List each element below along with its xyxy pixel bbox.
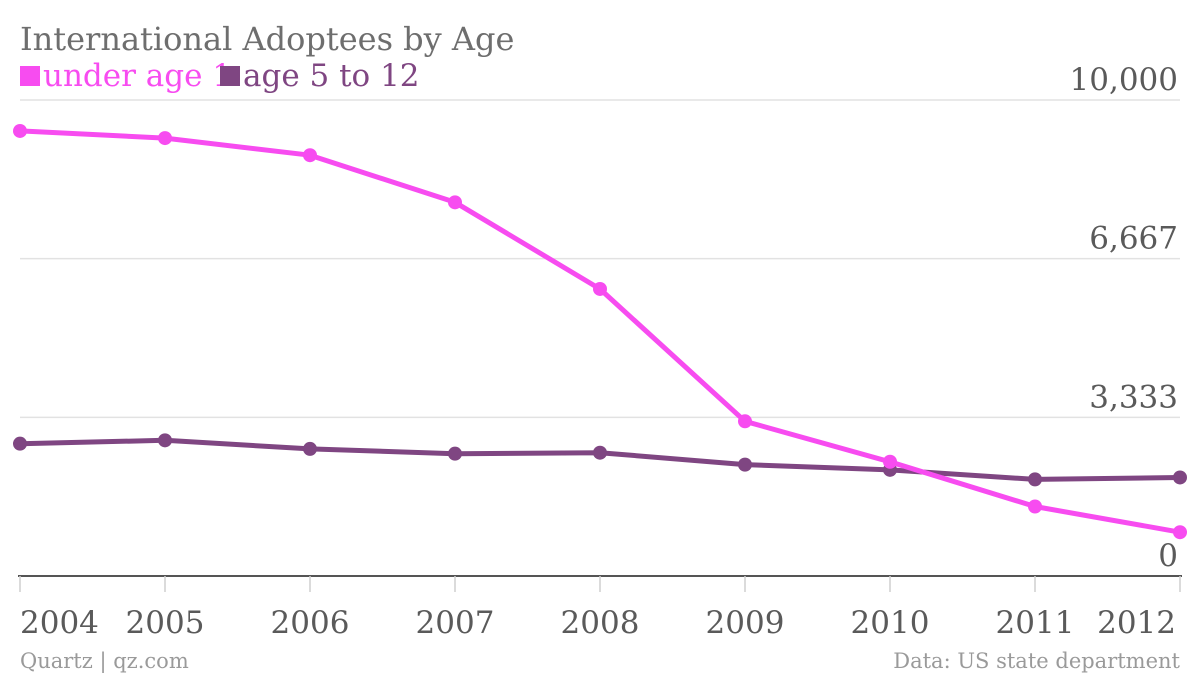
legend-swatch-age-5-to-12 — [220, 66, 240, 86]
x-axis: 2004 2005 2006 2007 2008 2009 2010 2011 2012 — [18, 575, 1182, 641]
data-point — [883, 454, 897, 469]
x-tick-label: 2006 — [271, 605, 350, 641]
x-tick-label: 2011 — [996, 605, 1075, 641]
legend-swatch-under-age-1 — [20, 66, 40, 86]
x-tick-label: 2007 — [416, 605, 495, 641]
data-point — [593, 281, 607, 296]
data-point — [303, 148, 317, 163]
gridlines — [20, 99, 1180, 419]
legend-label-age-5-to-12: age 5 to 12 — [243, 58, 420, 94]
data-point — [13, 123, 27, 138]
data-point — [303, 441, 317, 456]
series-group — [13, 123, 1187, 540]
data-source: Data: US state department — [893, 649, 1180, 673]
data-point — [158, 131, 172, 146]
x-tick-label: 2009 — [706, 605, 785, 641]
data-point — [1173, 525, 1187, 540]
y-tick-label: 0 — [1158, 538, 1178, 574]
data-point — [13, 436, 27, 451]
data-point — [1028, 472, 1042, 487]
x-tick-label: 2005 — [126, 605, 205, 641]
x-tick-label: 2008 — [561, 605, 640, 641]
data-point — [448, 446, 462, 461]
data-point — [738, 457, 752, 472]
data-point — [593, 445, 607, 460]
y-tick-label: 3,333 — [1089, 379, 1178, 415]
data-point — [448, 195, 462, 210]
data-point — [158, 433, 172, 448]
legend: under age 1 age 5 to 12 — [20, 58, 420, 94]
series-line — [17, 128, 1183, 535]
data-point — [1028, 499, 1042, 514]
x-tick-label: 2010 — [851, 605, 930, 641]
data-point — [738, 414, 752, 429]
data-point — [1173, 470, 1187, 485]
chart-title: International Adoptees by Age — [20, 20, 514, 58]
source-credit: Quartz | qz.com — [20, 649, 189, 674]
x-tick-label: 2012 — [1097, 605, 1176, 641]
x-tick-label: 2004 — [20, 605, 99, 641]
y-tick-label: 6,667 — [1089, 221, 1178, 257]
y-axis-ticks: 0 3,333 6,667 10,000 — [1070, 62, 1178, 574]
y-tick-label: 10,000 — [1070, 62, 1178, 98]
legend-label-under-age-1: under age 1 — [43, 58, 232, 94]
